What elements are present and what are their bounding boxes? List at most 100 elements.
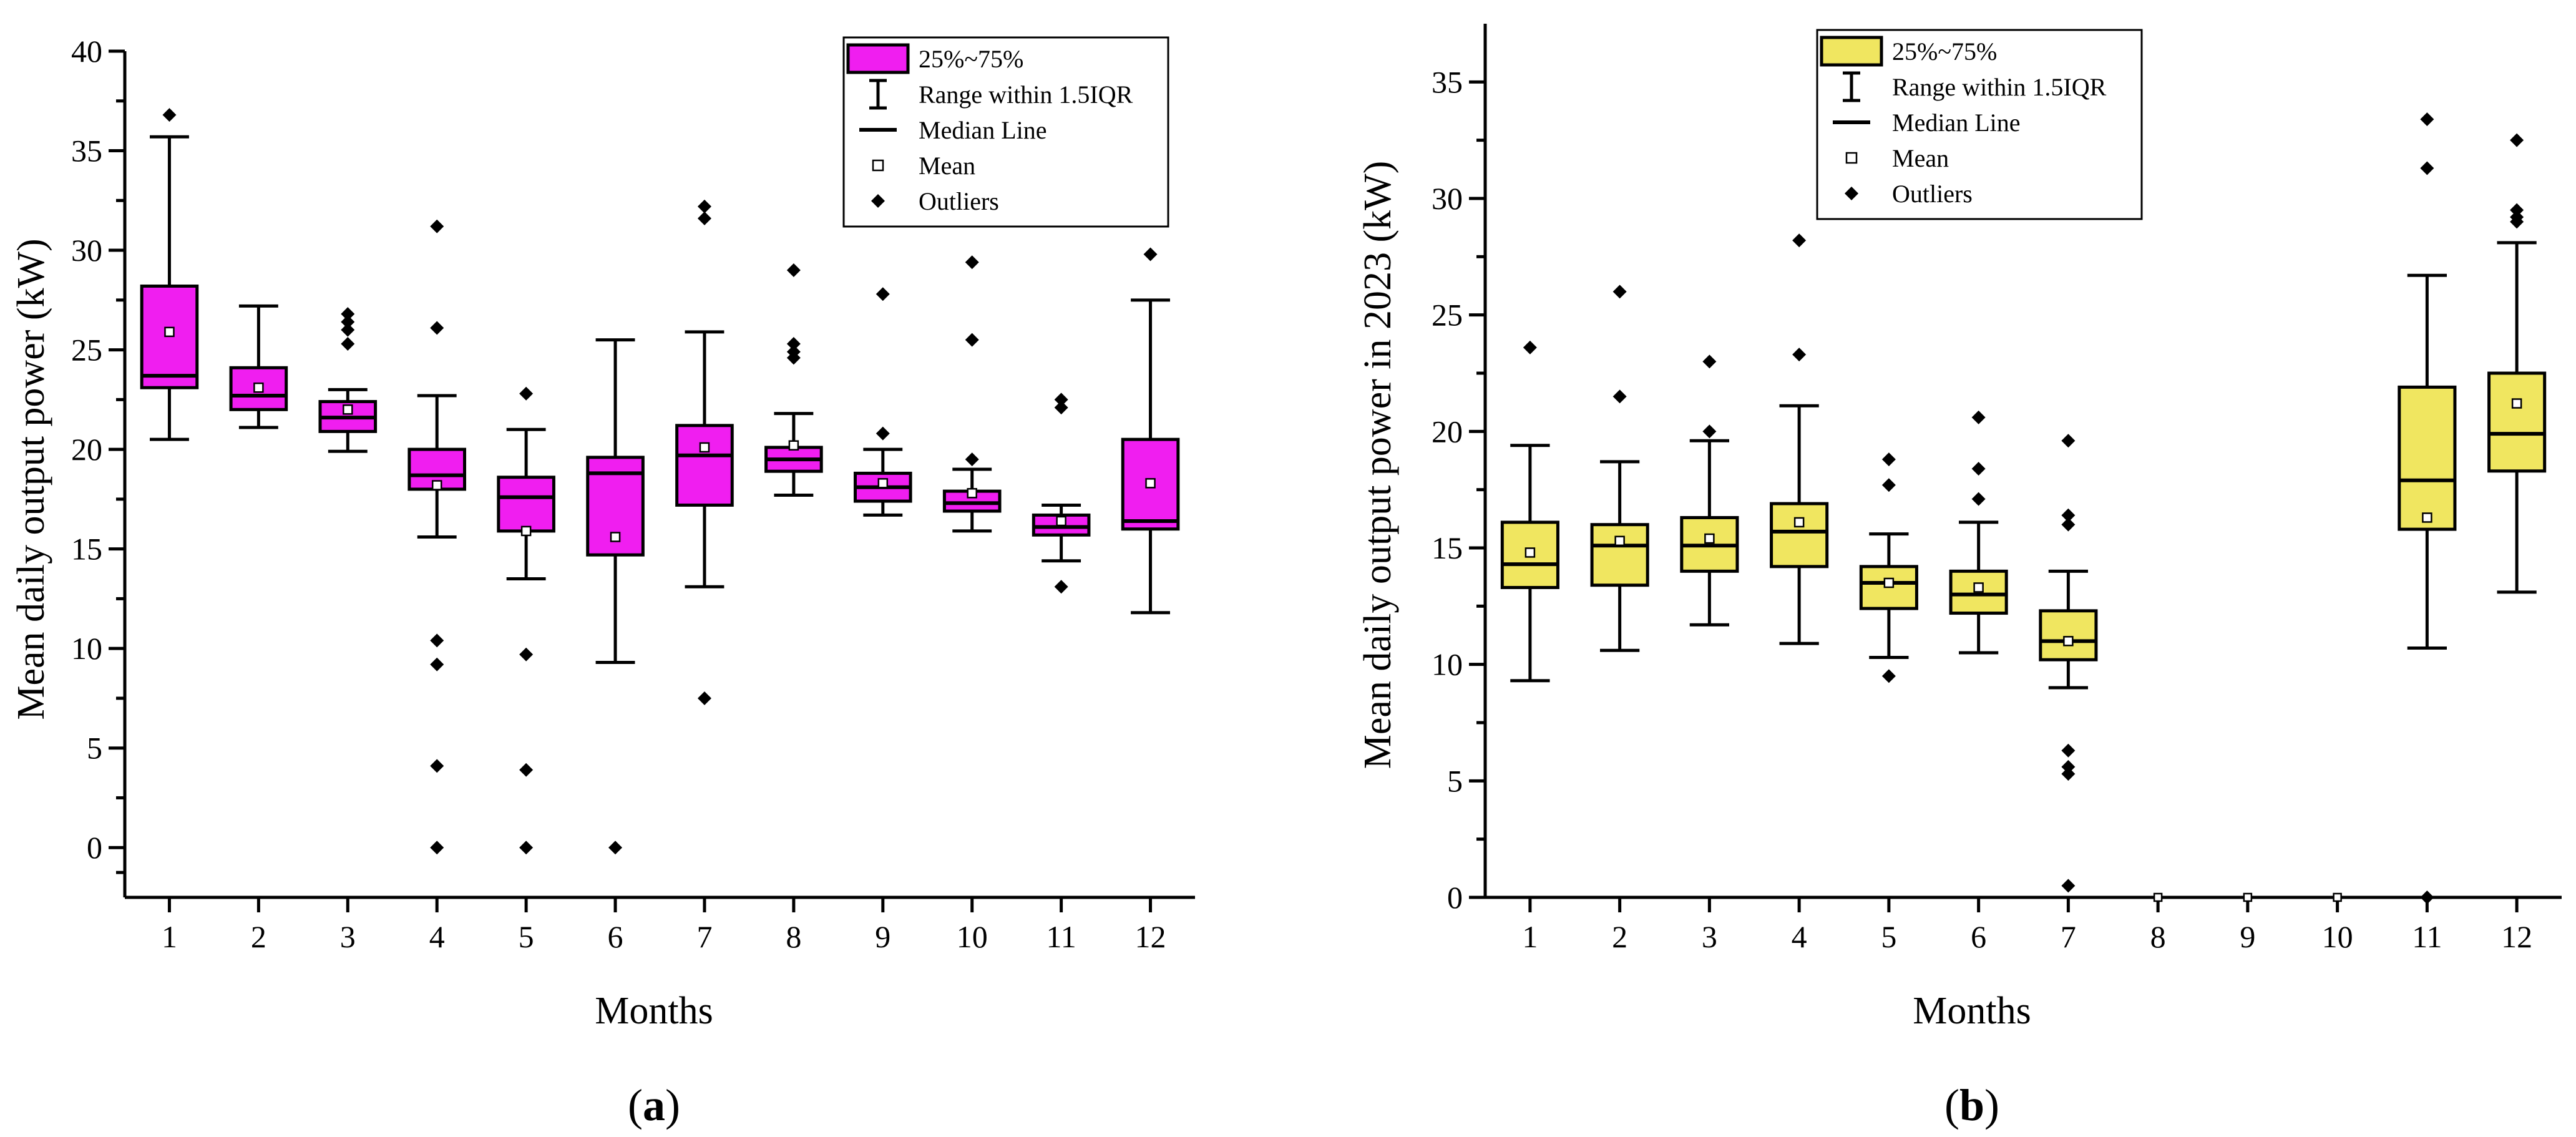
panel-b-outlier-point	[2420, 891, 2434, 904]
panel-a-box-month-4	[407, 219, 467, 855]
panel-b-legend-label-median: Median Line	[1892, 109, 2021, 137]
panel-a-mean-marker	[520, 525, 532, 537]
panel-b-outlier-point	[2420, 161, 2434, 175]
panel-a-x-tick-label: 2	[251, 919, 266, 954]
panel-a-iqr-box	[497, 476, 555, 533]
panel-a-x-tick-label: 8	[786, 919, 801, 954]
panel-a-mean-marker	[431, 480, 442, 490]
panel-b-outlier-point	[2061, 743, 2076, 758]
panel-a-outlier-point	[1143, 247, 1158, 261]
panel-a-box-month-8	[764, 263, 823, 497]
panel-b-outlier-point	[1881, 452, 1896, 467]
panel-b-box-month-1	[1500, 340, 1559, 683]
panel-a-legend-outlier-swatch	[871, 194, 885, 208]
panel-a-legend-box-swatch	[846, 43, 910, 74]
panel-a-outlier-point	[786, 351, 801, 365]
panel-a-y-tick-label: 25	[71, 333, 102, 368]
panel-b-chart: Months Mean daily output power in 2023 (…	[1357, 24, 2562, 1130]
panel-a-mean-marker	[788, 440, 799, 451]
panel-b-mean-marker	[1793, 517, 1805, 528]
panel-b-box-month-12	[2487, 133, 2547, 594]
panel-b-y-tick-label: 35	[1432, 64, 1463, 99]
panel-b-mean-marker	[1973, 582, 1984, 593]
panel-b-x-tick-label: 6	[1971, 919, 1986, 954]
panel-b-outlier-point	[2061, 434, 2076, 448]
panel-b-x-tick-label: 9	[2240, 919, 2255, 954]
panel-b-x-tick-label: 7	[2061, 919, 2076, 954]
panel-b-legend: 25%~75% Range within 1.5IQR Median Line Mea…	[1816, 29, 2143, 220]
panel-b-box-month-3	[1680, 354, 1739, 627]
panel-a-mean-marker	[343, 404, 353, 415]
panel-b-outlier-point	[1702, 424, 1717, 439]
panel-b-outlier-point	[1612, 389, 1627, 404]
panel-a-outlier-point	[786, 337, 801, 351]
panel-a-outlier-point	[162, 108, 177, 122]
panel-a-x-tick-label: 7	[696, 919, 712, 954]
panel-b-box-month-8	[2153, 892, 2163, 902]
panel-a-outlier-point	[430, 219, 444, 233]
panel-a-box-month-11	[1032, 393, 1091, 594]
panel-b-outlier-point	[2061, 759, 2076, 774]
panel-b-iqr-box	[2487, 371, 2547, 473]
panel-a-y-tick-label: 0	[87, 830, 102, 865]
panel-b-y-tick-label: 10	[1432, 647, 1463, 682]
panel-b-outlier-point	[1881, 669, 1896, 683]
panel-a-mean-marker	[877, 478, 889, 489]
panel-b-y-axis-title: Mean daily output power in 2023 (kW)	[1357, 161, 1399, 769]
panel-b-outlier-point	[2061, 767, 2076, 781]
panel-a-box-month-3	[318, 307, 378, 453]
panel-b-iqr-box	[2398, 385, 2457, 531]
panel-b-mean-marker	[1883, 577, 1895, 588]
panel-b-x-tick-label: 10	[2322, 919, 2353, 954]
panel-a-outlier-point	[430, 657, 444, 671]
panel-a-outlier-point	[608, 841, 623, 855]
panel-b-x-axis-title: Months	[1913, 990, 2031, 1032]
panel-a-label: (a)	[628, 1080, 680, 1130]
panel-b-x-tick-label: 5	[1881, 919, 1896, 954]
panel-a-box-month-7	[675, 199, 734, 705]
panel-a-mean-marker	[610, 532, 621, 542]
panel-a-iqr-box	[675, 424, 734, 507]
panel-a-y-tick-label: 5	[87, 731, 102, 766]
panel-b-box-month-6	[1949, 410, 2008, 655]
panel-a-x-tick-label: 4	[429, 919, 445, 954]
panel-a-outlier-point	[786, 263, 801, 277]
panel-b-iqr-box	[1770, 502, 1829, 568]
panel-a-y-tick-label: 30	[71, 233, 102, 268]
panel-b-mean-marker	[2333, 892, 2342, 902]
panel-b-label: (b)	[1944, 1080, 1999, 1130]
panel-a-outlier-point	[519, 841, 534, 855]
panel-b-outlier-point	[2061, 517, 2076, 532]
panel-b-x-tick-label: 1	[1522, 919, 1538, 954]
panel-a-y-tick-label: 20	[71, 432, 102, 467]
panel-b-x-tick-label: 4	[1792, 919, 1807, 954]
panel-a-x-axis-title: Months	[595, 990, 713, 1032]
panel-b-y-tick-label: 0	[1447, 880, 1463, 915]
panel-b-outlier-point	[2061, 879, 2076, 893]
panel-b-box-month-10	[2333, 892, 2342, 902]
panel-b-mean-marker	[1704, 533, 1715, 544]
panel-a-box-month-6	[586, 338, 645, 855]
panel-b-iqr-box	[1590, 523, 1649, 587]
panel-b-legend-label-range: Range within 1.5IQR	[1892, 73, 2107, 101]
panel-a-legend-label-median: Median Line	[919, 116, 1047, 144]
panel-b-legend-box-swatch	[1820, 36, 1883, 67]
panel-b-box-month-9	[2243, 892, 2253, 902]
panel-a-legend-label-mean: Mean	[919, 152, 975, 180]
panel-a-x-tick-label: 10	[957, 919, 988, 954]
panel-b-legend-label-box: 25%~75%	[1892, 37, 1997, 66]
panel-a-box-month-1	[140, 108, 199, 441]
panel-b-mean-marker	[1614, 535, 1625, 547]
panel-b-outlier-point	[1792, 348, 1807, 362]
panel-a-box-month-5	[497, 386, 555, 855]
panel-a-outlier-point	[697, 212, 711, 226]
panel-b-outlier-point	[2510, 215, 2524, 229]
panel-a-legend-mean-swatch	[872, 159, 884, 172]
panel-a-outlier-point	[341, 315, 355, 329]
panel-b-outlier-point	[1971, 410, 1986, 424]
panel-b-y-tick-label: 15	[1432, 530, 1463, 565]
panel-b-box-month-4	[1770, 233, 1829, 645]
panel-a-mean-marker	[1145, 478, 1156, 489]
panel-b-box-month-11	[2398, 112, 2457, 904]
